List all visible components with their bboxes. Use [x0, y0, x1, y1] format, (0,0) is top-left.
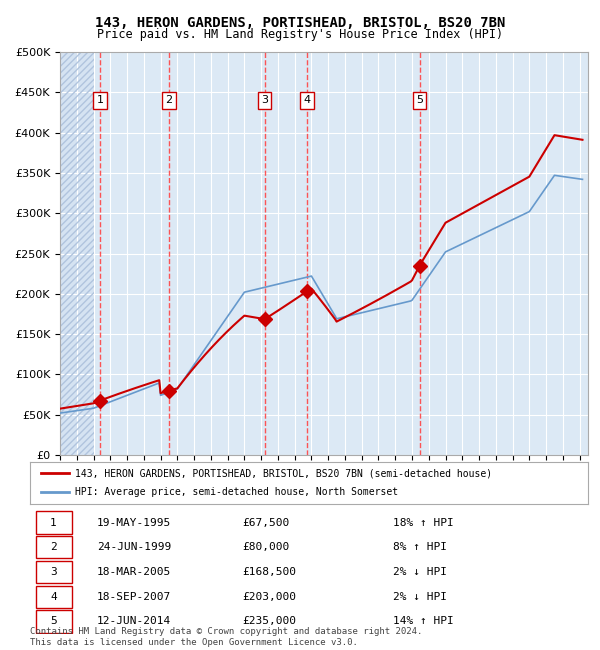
Text: 3: 3: [50, 567, 57, 577]
Text: 12-JUN-2014: 12-JUN-2014: [97, 616, 171, 627]
Text: 18-MAR-2005: 18-MAR-2005: [97, 567, 171, 577]
Text: 2% ↓ HPI: 2% ↓ HPI: [392, 567, 446, 577]
FancyBboxPatch shape: [35, 512, 72, 534]
Text: £67,500: £67,500: [242, 517, 289, 528]
Text: 4: 4: [303, 96, 310, 105]
Text: 5: 5: [50, 616, 57, 627]
Text: 3: 3: [261, 96, 268, 105]
Text: 143, HERON GARDENS, PORTISHEAD, BRISTOL, BS20 7BN: 143, HERON GARDENS, PORTISHEAD, BRISTOL,…: [95, 16, 505, 31]
FancyBboxPatch shape: [35, 586, 72, 608]
FancyBboxPatch shape: [35, 610, 72, 632]
Text: Contains HM Land Registry data © Crown copyright and database right 2024.
This d: Contains HM Land Registry data © Crown c…: [30, 627, 422, 647]
Text: 4: 4: [50, 592, 57, 602]
Text: £168,500: £168,500: [242, 567, 296, 577]
Text: 5: 5: [416, 96, 423, 105]
Text: £235,000: £235,000: [242, 616, 296, 627]
Text: 18-SEP-2007: 18-SEP-2007: [97, 592, 171, 602]
FancyBboxPatch shape: [35, 561, 72, 583]
Text: 19-MAY-1995: 19-MAY-1995: [97, 517, 171, 528]
Text: Price paid vs. HM Land Registry's House Price Index (HPI): Price paid vs. HM Land Registry's House …: [97, 28, 503, 41]
FancyBboxPatch shape: [35, 536, 72, 558]
Text: 2: 2: [50, 542, 57, 552]
Text: 24-JUN-1999: 24-JUN-1999: [97, 542, 171, 552]
Text: 1: 1: [97, 96, 103, 105]
Text: 1: 1: [50, 517, 57, 528]
Text: 18% ↑ HPI: 18% ↑ HPI: [392, 517, 454, 528]
Text: £80,000: £80,000: [242, 542, 289, 552]
Text: 8% ↑ HPI: 8% ↑ HPI: [392, 542, 446, 552]
Text: 14% ↑ HPI: 14% ↑ HPI: [392, 616, 454, 627]
Text: HPI: Average price, semi-detached house, North Somerset: HPI: Average price, semi-detached house,…: [74, 487, 398, 497]
Text: 2: 2: [165, 96, 172, 105]
Text: 2% ↓ HPI: 2% ↓ HPI: [392, 592, 446, 602]
Text: 143, HERON GARDENS, PORTISHEAD, BRISTOL, BS20 7BN (semi-detached house): 143, HERON GARDENS, PORTISHEAD, BRISTOL,…: [74, 469, 492, 478]
Text: £203,000: £203,000: [242, 592, 296, 602]
